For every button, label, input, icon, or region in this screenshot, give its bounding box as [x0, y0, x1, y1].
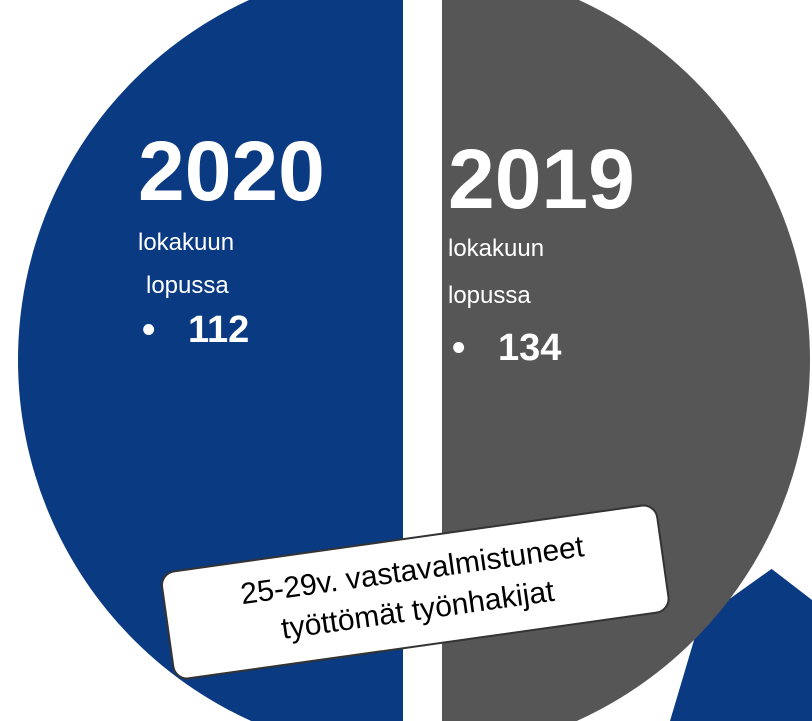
value: 112	[188, 309, 249, 351]
label-line: lopussa	[448, 282, 531, 309]
decoration	[670, 540, 812, 721]
caption-box	[161, 504, 670, 680]
bullet: •	[452, 327, 465, 369]
label-line: lokakuun	[138, 229, 234, 256]
decoration	[760, 500, 812, 600]
year: 2019	[448, 132, 635, 226]
label-line: lopussa	[146, 272, 229, 299]
year: 2020	[138, 124, 325, 218]
bullet: •	[142, 309, 155, 351]
label-line: lokakuun	[448, 235, 544, 262]
value: 134	[498, 327, 561, 369]
